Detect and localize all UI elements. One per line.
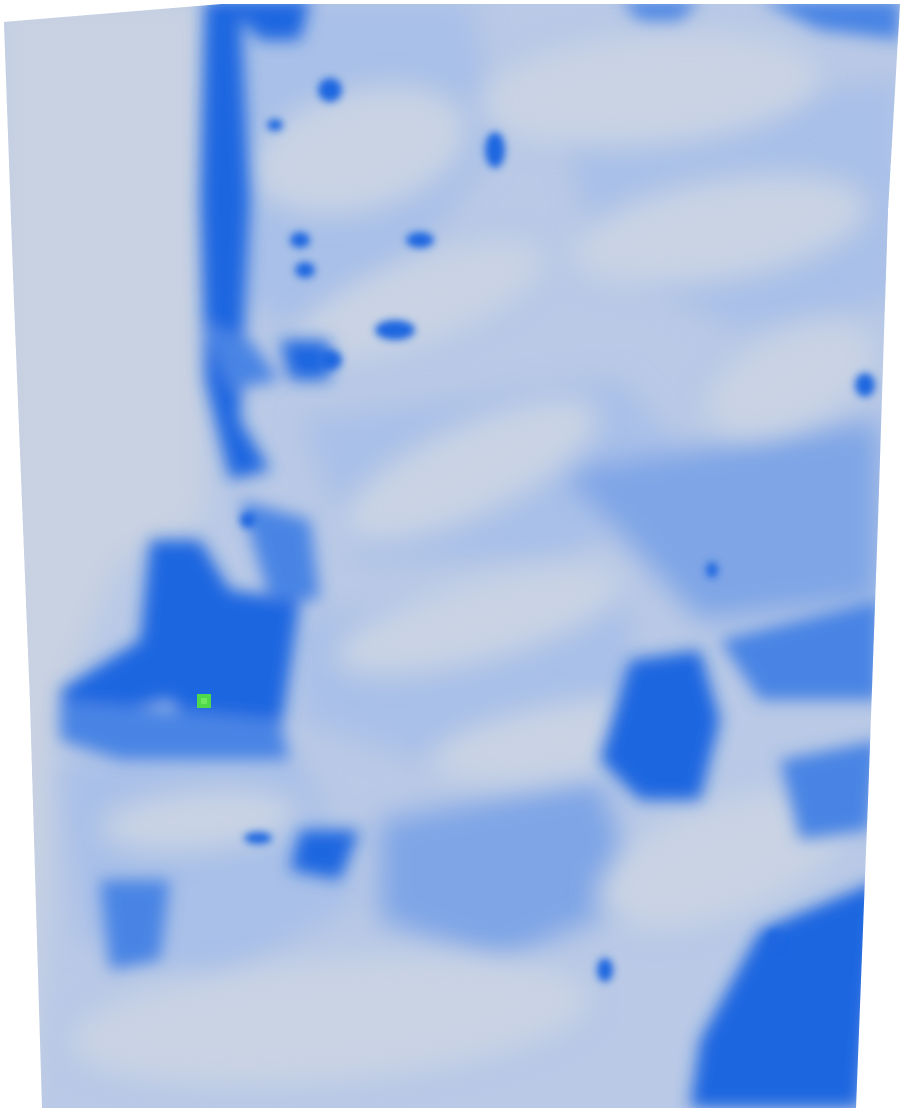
streak [60,540,300,750]
streak [225,4,310,40]
streak [690,880,880,1108]
pale-region [572,174,868,286]
streak [780,740,880,840]
spot [267,119,283,131]
pale-region [480,33,820,147]
streak [720,600,880,700]
pale-region [297,241,543,359]
streak [760,4,900,40]
field-region [560,420,880,620]
streak [620,4,700,20]
spot [375,320,415,340]
streak [280,340,330,380]
high-value-streaks [60,4,900,1108]
pale-region [334,565,626,675]
streak [100,880,170,970]
pale-region [706,324,874,436]
field-region [380,780,640,960]
spot [406,232,434,248]
left-low-region [4,4,205,1108]
pale-region [596,791,844,929]
spot [485,132,505,168]
pale-regions [70,33,874,1084]
spot [318,350,342,370]
streak [60,700,290,760]
spot [295,262,315,278]
spot [240,512,256,528]
streak [240,500,320,600]
spot [597,958,613,982]
streak [290,830,360,880]
spot [244,832,272,844]
spot [318,78,342,102]
pale-region [70,956,590,1084]
spot [855,373,875,397]
streak [600,650,720,800]
peak-hotspot-core [201,698,207,704]
high-value-spots [240,78,875,982]
streak [200,320,280,390]
pale-region [341,398,599,542]
spot [290,232,310,248]
spot [706,562,718,578]
spot [767,930,783,950]
pale-region [252,85,468,215]
